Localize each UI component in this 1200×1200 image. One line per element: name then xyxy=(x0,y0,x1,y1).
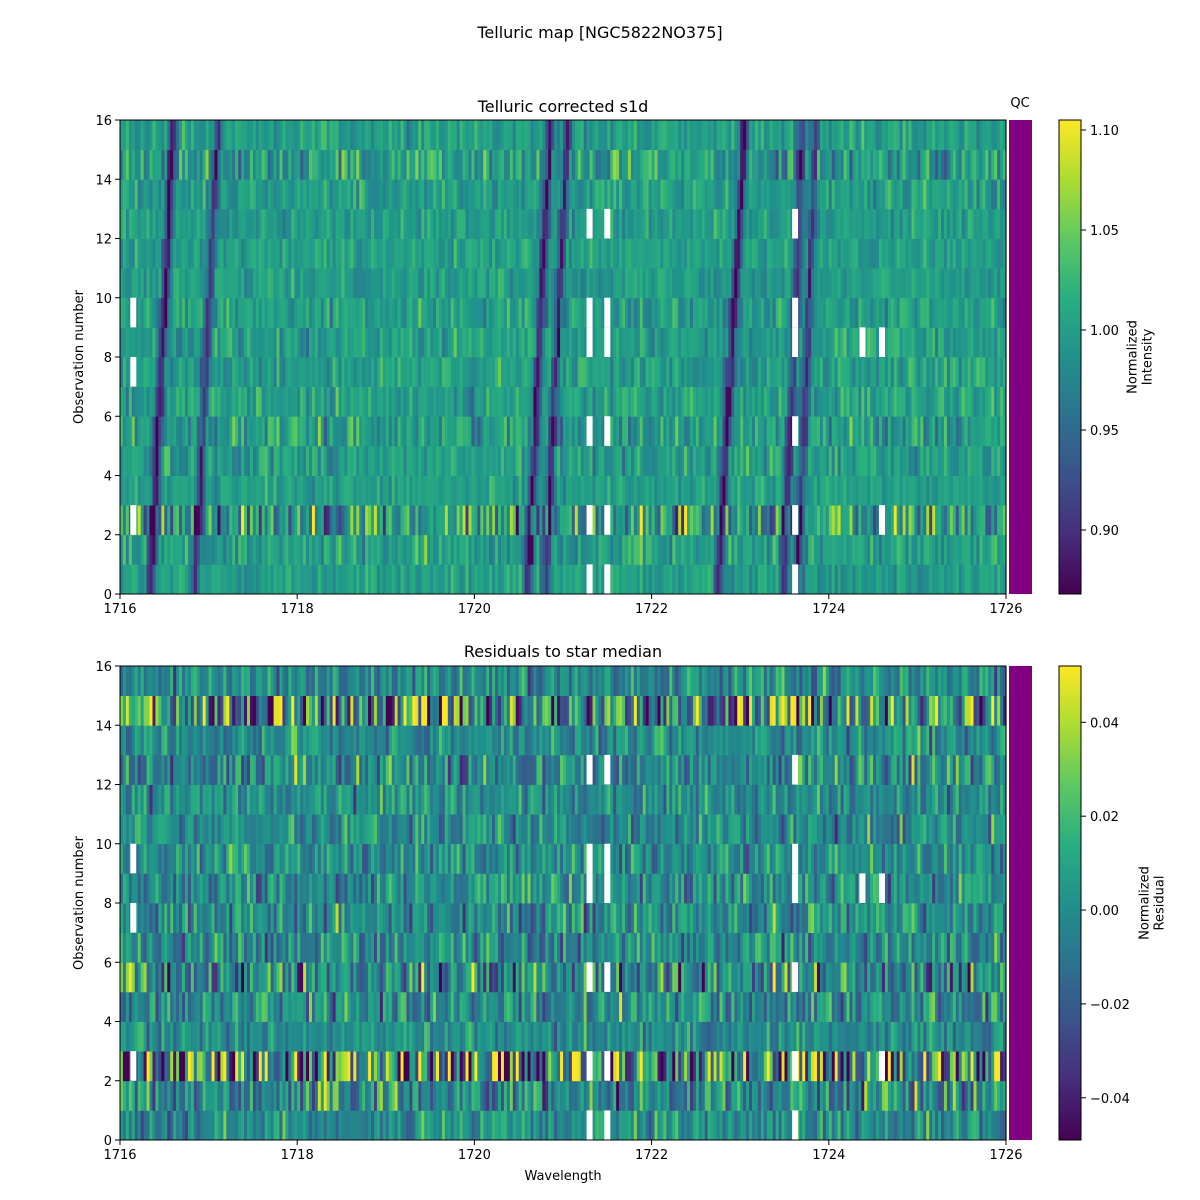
masked-segment xyxy=(604,298,610,328)
y-tick-label: 6 xyxy=(104,410,112,425)
masked-segment xyxy=(587,505,593,535)
masked-segment xyxy=(587,416,593,446)
telluric-corrected-panel: Telluric corrected s1d QC 1716 1718 1720 17… xyxy=(72,96,1156,617)
y-tick-label: 14 xyxy=(95,173,112,188)
heatmap-cells xyxy=(120,666,1007,1140)
masked-segment xyxy=(604,505,610,535)
y-axis-label: Observation number xyxy=(72,289,87,424)
figure-suptitle: Telluric map [NGC5822NO375] xyxy=(476,23,722,42)
x-axis: 1716 1718 1720 1722 1724 1726 xyxy=(103,594,1022,617)
y-axis: 0 2 4 6 8 10 12 14 16 xyxy=(95,114,120,603)
x-tick-label: 1722 xyxy=(635,602,668,617)
y-tick-label: 4 xyxy=(104,470,112,485)
masked-segment xyxy=(604,564,610,594)
colorbar-tick-label: 1.05 xyxy=(1090,224,1119,239)
x-tick-label: 1720 xyxy=(458,602,491,617)
colorbar-label-line: Normalized xyxy=(1126,320,1141,394)
colorbar xyxy=(1059,120,1081,594)
colorbar-tick-label: 0.90 xyxy=(1090,524,1119,539)
qc-label: QC xyxy=(1010,96,1029,111)
x-tick-label: 1726 xyxy=(989,602,1022,617)
panel-title: Telluric corrected s1d xyxy=(477,97,649,116)
masked-segment xyxy=(792,505,798,535)
masked-segment xyxy=(604,209,610,239)
colorbar-tick-label: 1.00 xyxy=(1090,324,1119,339)
colorbar-label: NormalizedIntensity xyxy=(1126,320,1156,394)
masked-segment xyxy=(587,298,593,328)
masked-segment xyxy=(130,298,136,328)
heatmap-cells xyxy=(120,120,1007,594)
masked-segment xyxy=(587,209,593,239)
colorbar-tick-label: 0.95 xyxy=(1090,424,1119,439)
y-tick-label: 2 xyxy=(104,529,112,544)
masked-segment xyxy=(130,357,136,387)
colorbar-axis: 0.90 0.95 1.00 1.05 1.10 xyxy=(1081,124,1119,539)
masked-segment xyxy=(792,327,798,357)
masked-segment xyxy=(792,209,798,239)
x-tick-label: 1724 xyxy=(812,602,845,617)
colorbar-label-line: Intensity xyxy=(1141,328,1156,385)
panel-title: Residuals to star median xyxy=(464,642,662,661)
colorbar-tick-label: 1.10 xyxy=(1090,124,1119,139)
y-tick-label: 16 xyxy=(95,114,112,129)
masked-segment xyxy=(604,416,610,446)
x-tick-label: 1718 xyxy=(281,602,314,617)
masked-segment xyxy=(879,505,885,535)
masked-segment xyxy=(587,564,593,594)
y-tick-label: 8 xyxy=(104,351,112,366)
masked-segment xyxy=(604,327,610,357)
masked-segment xyxy=(587,327,593,357)
y-tick-label: 12 xyxy=(95,233,112,248)
y-tick-label: 0 xyxy=(104,588,112,603)
masked-segment xyxy=(792,564,798,594)
x-tick-label: 1716 xyxy=(103,602,136,617)
masked-segment xyxy=(792,298,798,328)
masked-segment xyxy=(879,327,885,357)
qc-strip xyxy=(1009,120,1032,594)
residuals-panel: Residuals to star median 1716 1718 1720 172… xyxy=(72,642,1168,1184)
masked-segment xyxy=(130,505,136,535)
masked-segment xyxy=(859,327,865,357)
masked-segment xyxy=(792,416,798,446)
y-tick-label: 10 xyxy=(95,292,112,307)
